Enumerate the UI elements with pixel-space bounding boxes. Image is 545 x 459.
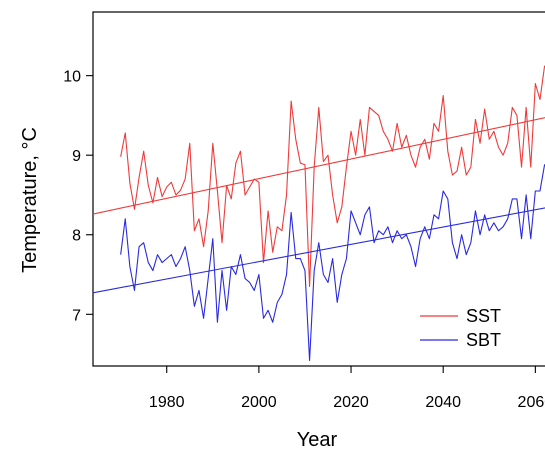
legend-label-sst: SST — [466, 306, 501, 326]
trend-layer — [92, 117, 545, 294]
trend-line-sbt — [92, 207, 545, 294]
x-axis-label: Year — [297, 429, 338, 451]
x-tick-label: 2040 — [425, 394, 461, 411]
legend: SST SBT — [420, 306, 501, 350]
legend-label-sbt: SBT — [466, 330, 501, 350]
series-line-sst — [120, 65, 545, 288]
plot-frame — [92, 11, 545, 367]
y-axis-label: Temperature, °C — [19, 127, 41, 273]
y-tick-label: 8 — [72, 228, 81, 245]
x-axis: 1980 2000 2020 2040 2060 — [149, 366, 545, 411]
y-axis: 7 8 9 10 — [63, 69, 93, 324]
x-tick-label: 2060 — [518, 394, 545, 411]
y-tick-label: 9 — [72, 148, 81, 165]
series-layer — [120, 65, 545, 361]
trend-line-sst — [92, 117, 545, 215]
y-tick-label: 7 — [72, 307, 81, 324]
x-tick-label: 2000 — [241, 394, 277, 411]
x-tick-label: 2020 — [333, 394, 369, 411]
series-line-sbt — [120, 164, 545, 361]
x-tick-label: 1980 — [149, 394, 185, 411]
y-tick-label: 10 — [63, 69, 81, 86]
